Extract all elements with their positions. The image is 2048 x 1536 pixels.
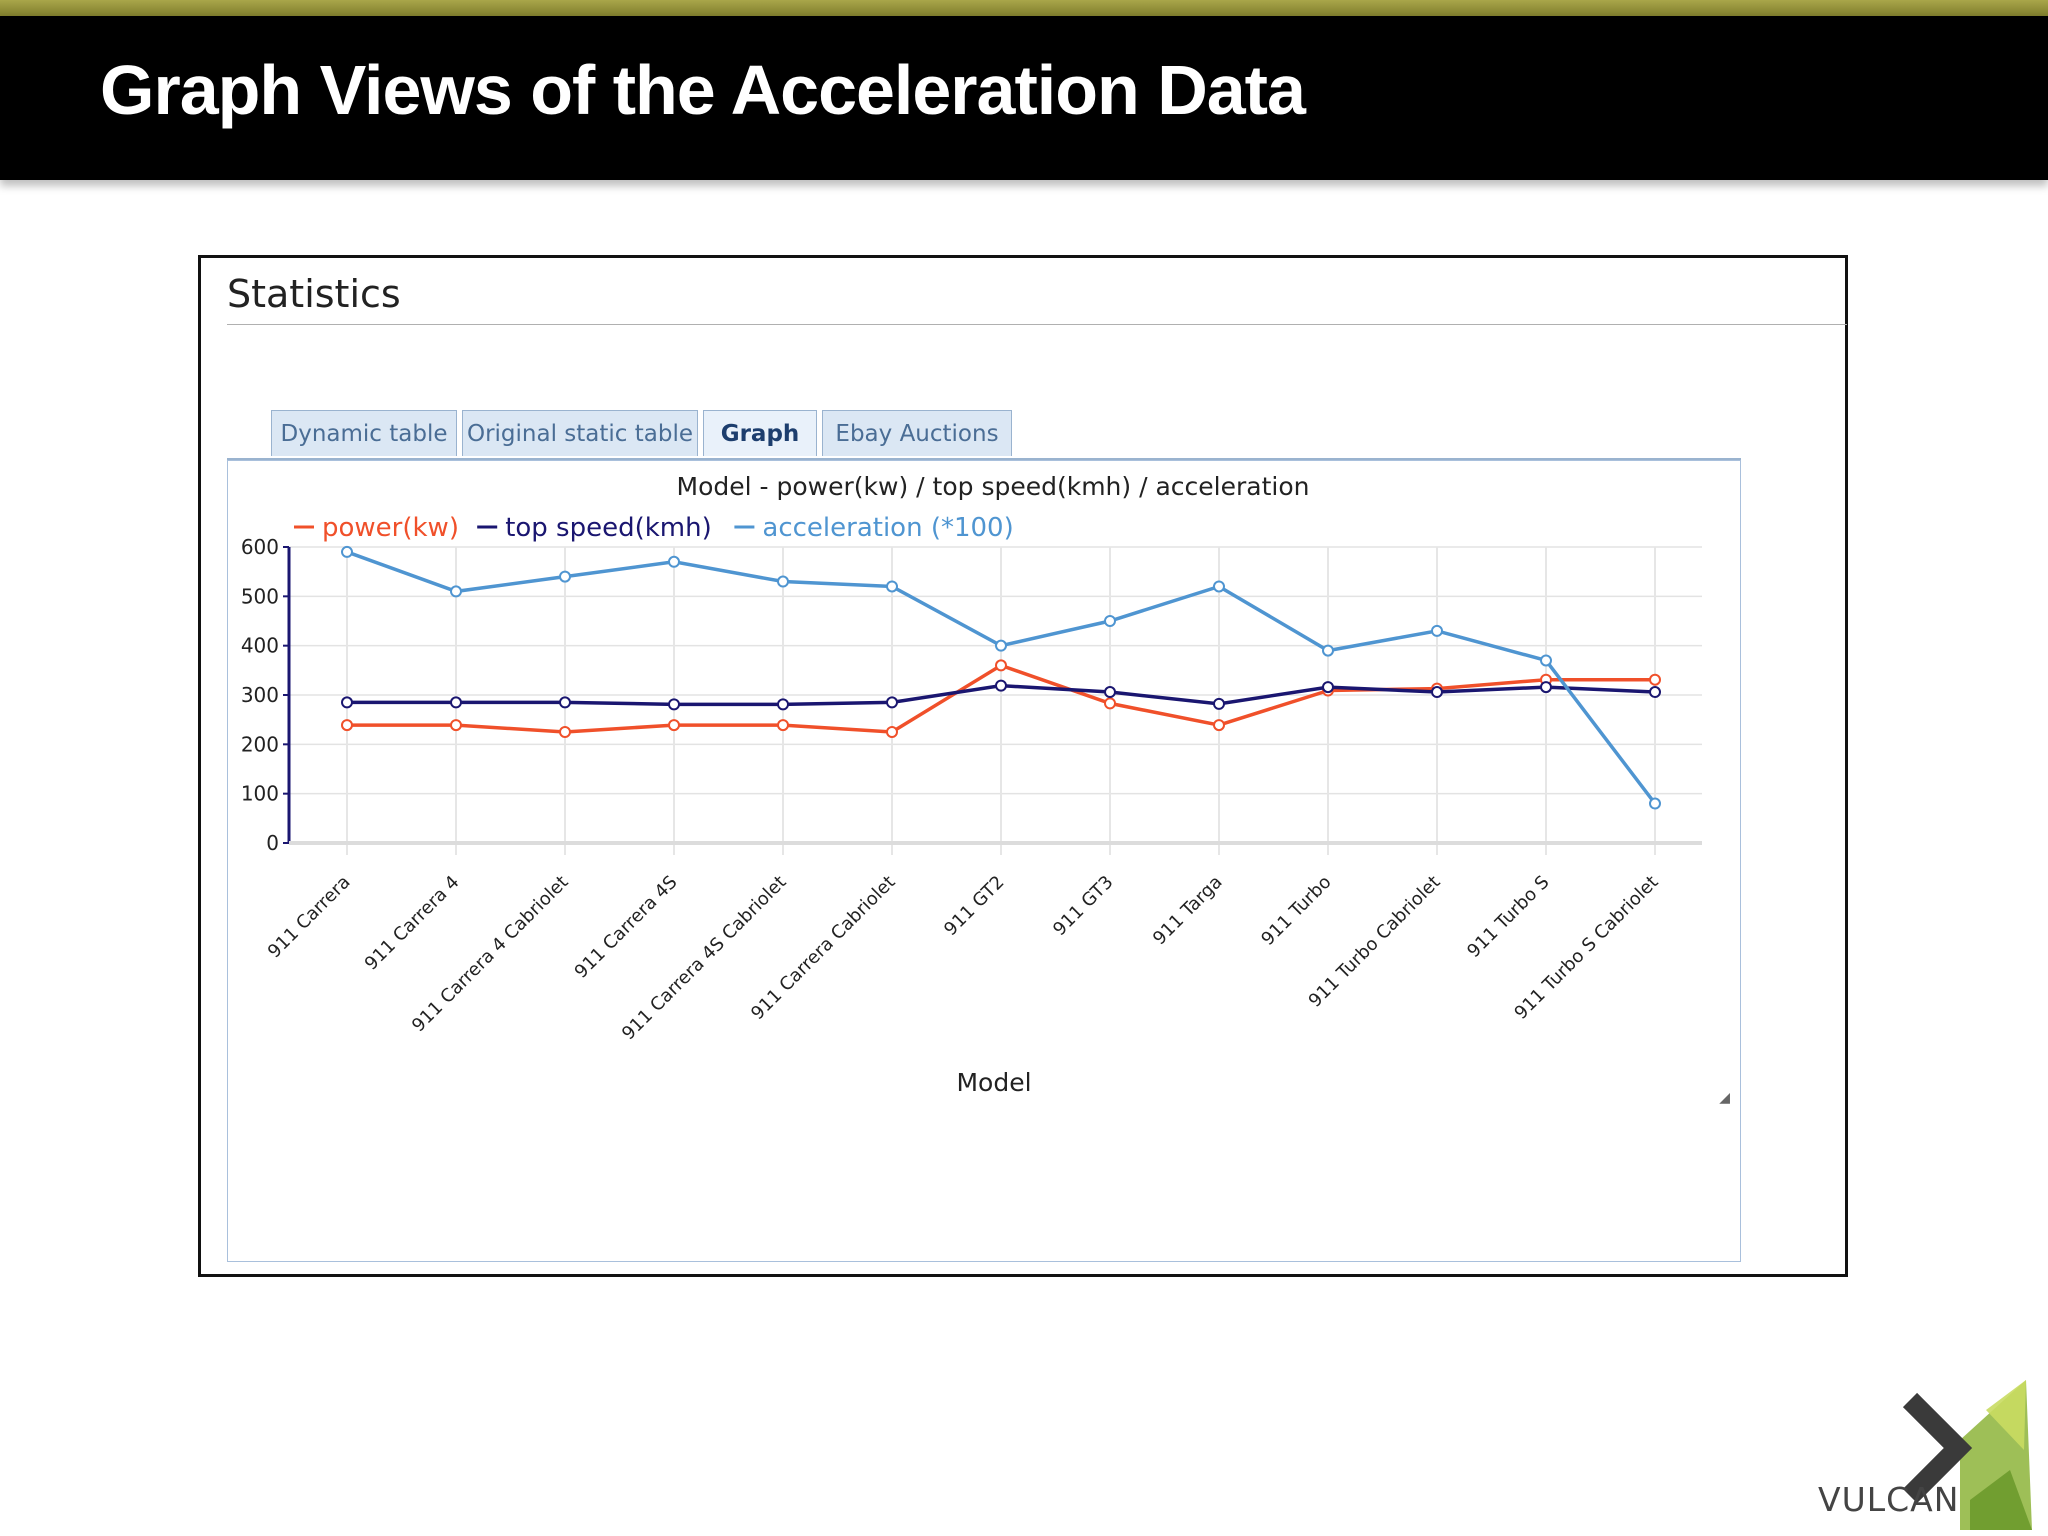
data-point — [1649, 686, 1661, 699]
legend-entry: acceleration (*100) — [762, 513, 1013, 543]
data-point — [1649, 673, 1661, 686]
x-tick-label: 911 Carrera 4S — [571, 872, 682, 983]
slide-header: Graph Views of the Acceleration Data — [0, 16, 2048, 180]
resize-grip-icon[interactable]: ◢ — [1719, 1089, 1730, 1105]
data-point — [995, 659, 1007, 672]
top-accent-stripe — [0, 0, 2048, 16]
data-point — [1104, 697, 1116, 710]
chevron-icon — [1902, 1392, 1973, 1504]
data-point — [1213, 697, 1225, 710]
tab-underline — [227, 458, 1741, 460]
data-point — [559, 696, 571, 709]
y-tick-label: 500 — [241, 584, 279, 608]
panel-title: Statistics — [227, 272, 401, 316]
x-tick-label: 911 Targa — [1149, 872, 1227, 950]
line-chart: Model - power(kw) / top speed(kmh) / acc… — [241, 472, 1702, 1097]
logo-graphic — [1902, 1380, 2032, 1530]
x-axis-label: Model — [956, 1068, 1031, 1097]
data-point — [450, 696, 462, 709]
x-tick-label: 911 GT3 — [1049, 872, 1117, 940]
data-point — [1213, 719, 1225, 732]
data-point — [1649, 797, 1661, 810]
data-point — [995, 639, 1007, 652]
x-tick-label: 911 Carrera 4 — [361, 872, 464, 975]
data-point — [1104, 615, 1116, 627]
panel-divider — [227, 324, 1847, 325]
data-point — [886, 696, 898, 709]
data-point — [450, 585, 462, 598]
y-tick-label: 200 — [241, 732, 279, 756]
data-point — [1431, 686, 1443, 699]
data-point — [1104, 686, 1116, 699]
data-point — [995, 679, 1007, 692]
data-point — [1540, 654, 1552, 667]
y-tick-label: 300 — [241, 683, 279, 707]
data-point — [559, 726, 571, 738]
data-point — [341, 545, 353, 558]
data-point — [668, 698, 680, 711]
data-point — [668, 555, 680, 568]
x-tick-label: 911 GT2 — [940, 872, 1008, 940]
tab-dynamic-table[interactable]: Dynamic table — [271, 410, 457, 456]
data-point — [777, 575, 789, 588]
data-point — [559, 570, 571, 583]
data-point — [341, 696, 353, 709]
x-tick-label: 911 Turbo — [1257, 872, 1335, 950]
tab-original-static-table[interactable]: Original static table — [462, 410, 698, 456]
data-point — [777, 719, 789, 732]
data-point — [1431, 624, 1443, 637]
data-point — [1322, 644, 1334, 657]
data-point — [1322, 681, 1334, 694]
data-point — [450, 719, 462, 732]
legend-entry: top speed(kmh) — [505, 513, 712, 543]
data-point — [341, 719, 353, 732]
slide-title: Graph Views of the Acceleration Data — [100, 51, 1306, 129]
tab-graph[interactable]: Graph — [703, 410, 817, 456]
y-tick-label: 600 — [241, 535, 279, 559]
x-tick-label: 911 Turbo S — [1463, 872, 1553, 962]
data-point — [1213, 580, 1225, 593]
data-point — [886, 726, 898, 738]
tab-ebay-auctions[interactable]: Ebay Auctions — [822, 410, 1012, 456]
y-tick-label: 400 — [241, 634, 279, 658]
y-tick-label: 100 — [241, 782, 279, 806]
data-point — [668, 719, 680, 732]
legend-entry: power(kw) — [322, 513, 459, 543]
statistics-panel: Statistics Dynamic table Original static… — [198, 255, 1848, 1277]
vulcan-logo: VULCAN — [1810, 1330, 2036, 1530]
data-point — [1540, 681, 1552, 694]
y-tick-label: 0 — [266, 831, 279, 855]
data-point — [777, 698, 789, 711]
chart-container: Model - power(kw) / top speed(kmh) / acc… — [232, 463, 1736, 1107]
x-tick-label: 911 Carrera — [264, 872, 355, 963]
graph-frame: Model - power(kw) / top speed(kmh) / acc… — [227, 460, 1741, 1262]
logo-text: VULCAN — [1818, 1480, 1960, 1519]
chart-title: Model - power(kw) / top speed(kmh) / acc… — [677, 472, 1310, 501]
data-point — [886, 580, 898, 593]
